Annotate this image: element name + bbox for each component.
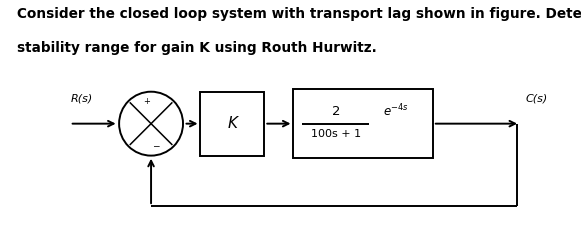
Text: −: − <box>152 141 160 150</box>
Text: R(s): R(s) <box>71 93 93 103</box>
Text: C(s): C(s) <box>526 93 548 103</box>
Text: 2: 2 <box>332 105 340 118</box>
Bar <box>200 92 264 156</box>
Text: stability range for gain K using Routh Hurwitz.: stability range for gain K using Routh H… <box>17 41 377 55</box>
Bar <box>293 89 433 158</box>
Text: Consider the closed loop system with transport lag shown in figure. Determine th: Consider the closed loop system with tra… <box>17 7 581 21</box>
Text: K: K <box>227 116 238 131</box>
Text: +: + <box>143 97 150 106</box>
Text: 100s + 1: 100s + 1 <box>311 129 361 139</box>
Text: $e^{-4s}$: $e^{-4s}$ <box>383 103 410 120</box>
